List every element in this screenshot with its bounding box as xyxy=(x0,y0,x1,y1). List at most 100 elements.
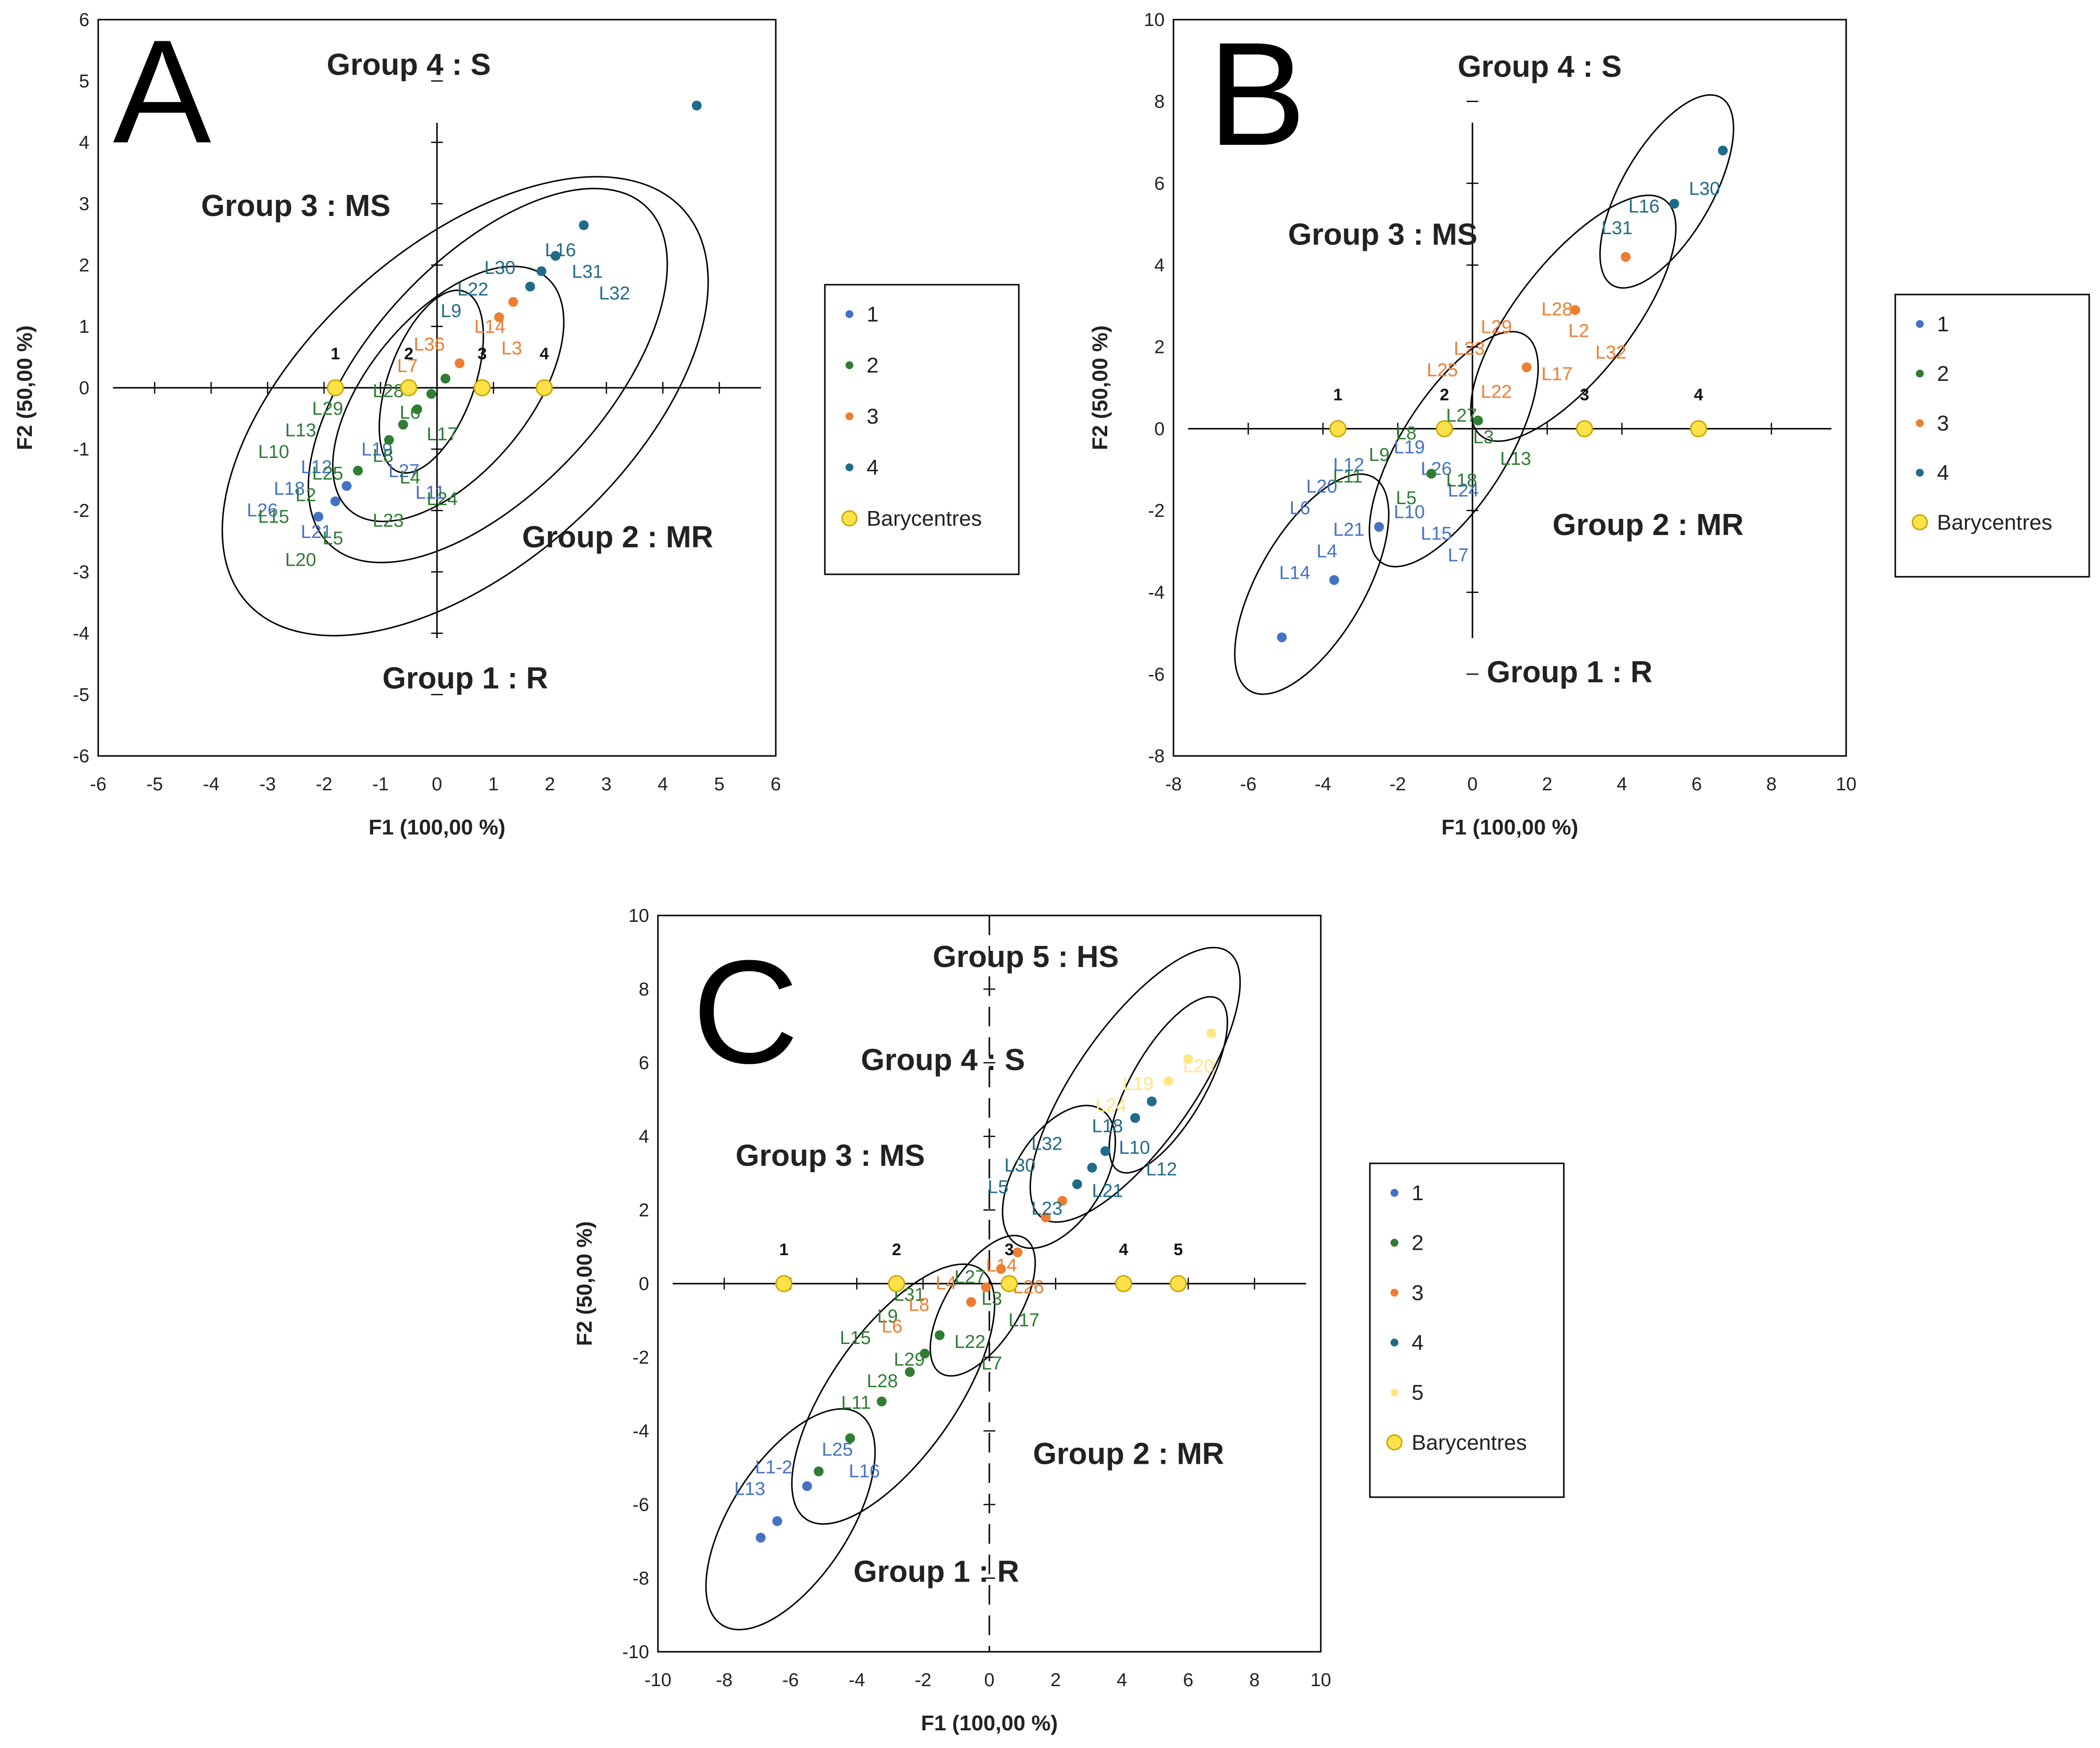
panel-b-point-g3 xyxy=(1522,362,1532,373)
panel-b-point-label: L3 xyxy=(1473,427,1494,448)
panel-b-x-tick-label: 4 xyxy=(1617,774,1627,795)
panel-c-point-label: L12 xyxy=(1146,1159,1177,1180)
panel-a-point-label: L27 xyxy=(388,461,419,482)
panel-b-point-label: L15 xyxy=(1421,523,1452,544)
panel-b-y-tick-label: 2 xyxy=(1154,337,1165,358)
panel-c-legend-entry: 2 xyxy=(1412,1231,1423,1255)
panel-b-point-label: L22 xyxy=(1481,381,1512,402)
panel-b-point-g4 xyxy=(1718,145,1728,156)
panel-a-point-g2 xyxy=(412,404,422,414)
panel-c-point-label: L6 xyxy=(882,1317,902,1337)
panel-b-barycentre-label: 4 xyxy=(1694,385,1703,404)
panel-a-point-g2 xyxy=(440,374,451,384)
panel-a-point-g4 xyxy=(550,251,561,261)
panel-c-point-label: L1-2 xyxy=(755,1457,792,1478)
panel-a-y-axis-title: F2 (50,00 %) xyxy=(13,325,37,450)
panel-b-point-label: L7 xyxy=(1448,545,1469,565)
panel-c-point-g1 xyxy=(802,1481,812,1491)
panel-a-point-label: L10 xyxy=(258,442,289,462)
panel-c-x-tick-label: 10 xyxy=(1310,1670,1331,1691)
panel-a-y-tick-label: 5 xyxy=(79,71,89,92)
panel-b-y-tick-label: -2 xyxy=(1148,501,1165,521)
panel-a-barycentre-label: 3 xyxy=(478,345,487,363)
panel-c-legend-marker xyxy=(1391,1388,1398,1397)
panel-a-point-g3 xyxy=(494,312,504,323)
panel-a-group-label: Group 1 : R xyxy=(382,662,548,696)
panel-a-legend-entry: 1 xyxy=(867,302,878,326)
panel-a-point-label: L12 xyxy=(301,457,332,478)
panel-c-legend-marker xyxy=(1391,1289,1398,1297)
panel-c-point-g5 xyxy=(1163,1076,1173,1086)
panel-a-barycentre-label: 4 xyxy=(540,345,549,363)
panel-a-point-g2 xyxy=(426,389,436,399)
panel-a-point-g2 xyxy=(353,465,363,476)
panel-b-point-label: L2 xyxy=(1568,321,1589,341)
panel-a-x-axis-title: F1 (100,00 %) xyxy=(369,815,506,839)
panel-a-point-label: L4 xyxy=(400,467,420,488)
panel-a-x-tick-label: -2 xyxy=(316,774,332,795)
panel-c-y-tick-label: 2 xyxy=(639,1200,649,1221)
panel-c-barycentre-label: 5 xyxy=(1173,1240,1183,1259)
panel-a-x-tick-label: 5 xyxy=(714,774,724,795)
panel-b-x-tick-label: 10 xyxy=(1836,774,1856,795)
panel-b-point-g4 xyxy=(1669,199,1679,209)
panel-c-legend-marker xyxy=(1386,1434,1403,1451)
panel-c-point-g3 xyxy=(966,1297,976,1307)
panel-a-legend-entry: Barycentres xyxy=(867,507,982,531)
panel-a-point-label: L20 xyxy=(285,550,316,570)
panel-b-point-g2 xyxy=(1426,469,1437,479)
panel-a-barycentre xyxy=(536,379,553,397)
panel-a-point-g4 xyxy=(692,101,702,110)
panel-a-point-label: L3 xyxy=(501,338,522,359)
panel-c-point-label: L32 xyxy=(1031,1134,1062,1155)
panel-c-point-g4 xyxy=(1130,1113,1140,1123)
panel-a-point-g4 xyxy=(579,220,589,230)
panel-b-group-label: Group 2 : MR xyxy=(1553,508,1744,542)
panel-a-y-tick-label: -6 xyxy=(73,746,89,767)
panel-c-group-label: Group 3 : MS xyxy=(736,1139,925,1173)
panel-b-group-ellipse xyxy=(1470,194,1677,442)
panel-a-y-tick-label: -4 xyxy=(73,623,89,644)
panel-a-barycentre xyxy=(327,379,344,397)
panel-a: -6-6 -5 -5 -4 -4 -3 -3 -2 -2 -1 -1 0 0 1 1 2 2 3 3 4 4 5 5 6 6 F1… xyxy=(13,9,1020,839)
panel-a-y-tick-label: 4 xyxy=(79,133,89,153)
panel-b-barycentre xyxy=(1329,420,1347,437)
panel-b-group-ellipse xyxy=(1234,473,1390,695)
panel-c-group-label: Group 4 : S xyxy=(861,1043,1025,1077)
panel-b-y-tick-label: -8 xyxy=(1148,746,1165,767)
panel-b-point-label: L25 xyxy=(1427,360,1458,380)
panel-a-group-label: Group 4 : S xyxy=(327,48,491,82)
panel-c-point-label: L28 xyxy=(867,1371,898,1392)
panel-c-legend-entry: 4 xyxy=(1412,1331,1423,1355)
panel-a-y-tick-label: 0 xyxy=(79,378,89,399)
panel-c-point-label: L10 xyxy=(1119,1138,1150,1158)
panel-b-point-label: L5 xyxy=(1396,488,1417,509)
panel-b-x-tick-label: -6 xyxy=(1240,774,1256,795)
panel-b-legend-marker xyxy=(1916,419,1924,427)
panel-c-legend: 1 2 3 4 5 Barycentres xyxy=(1369,1162,1565,1498)
panel-c-point-g2 xyxy=(876,1397,887,1406)
panel-c-point-label: L19 xyxy=(1122,1074,1153,1095)
panel-b-x-axis-title: F1 (100,00 %) xyxy=(1442,815,1579,839)
panel-b-y-tick-label: 10 xyxy=(1144,10,1165,30)
panel-c-point-label: L11 xyxy=(841,1393,871,1413)
panel-a-point-g1 xyxy=(342,481,352,491)
panel-c-y-tick-label: -2 xyxy=(632,1347,649,1368)
panel-b-frame xyxy=(1173,19,1847,757)
panel-a-point-g1 xyxy=(330,496,340,507)
panel-c-y-tick-label: -10 xyxy=(622,1642,649,1663)
panel-b-legend-box xyxy=(1894,294,2090,578)
panel-c-x-tick-label: 0 xyxy=(984,1670,994,1691)
panel-a-point-label: L8 xyxy=(373,446,393,466)
panel-a-point-label: L15 xyxy=(258,507,289,527)
panel-c-group-label: Group 1 : R xyxy=(853,1555,1019,1589)
panel-a-group-label: Group 2 : MR xyxy=(522,520,713,554)
panel-a-y-tick-label: -3 xyxy=(73,562,89,583)
panel-b-legend-entry: Barycentres xyxy=(1937,511,2052,535)
panel-c-group-ellipse xyxy=(1002,1104,1117,1249)
panel-c-barycentre-label: 2 xyxy=(892,1240,901,1259)
panel-a-group-ellipse xyxy=(379,289,484,474)
panel-b-legend-entry: 4 xyxy=(1937,461,1949,485)
panel-a-point-label: L21 xyxy=(301,522,332,542)
panel-a-point-label: L36 xyxy=(414,334,445,355)
